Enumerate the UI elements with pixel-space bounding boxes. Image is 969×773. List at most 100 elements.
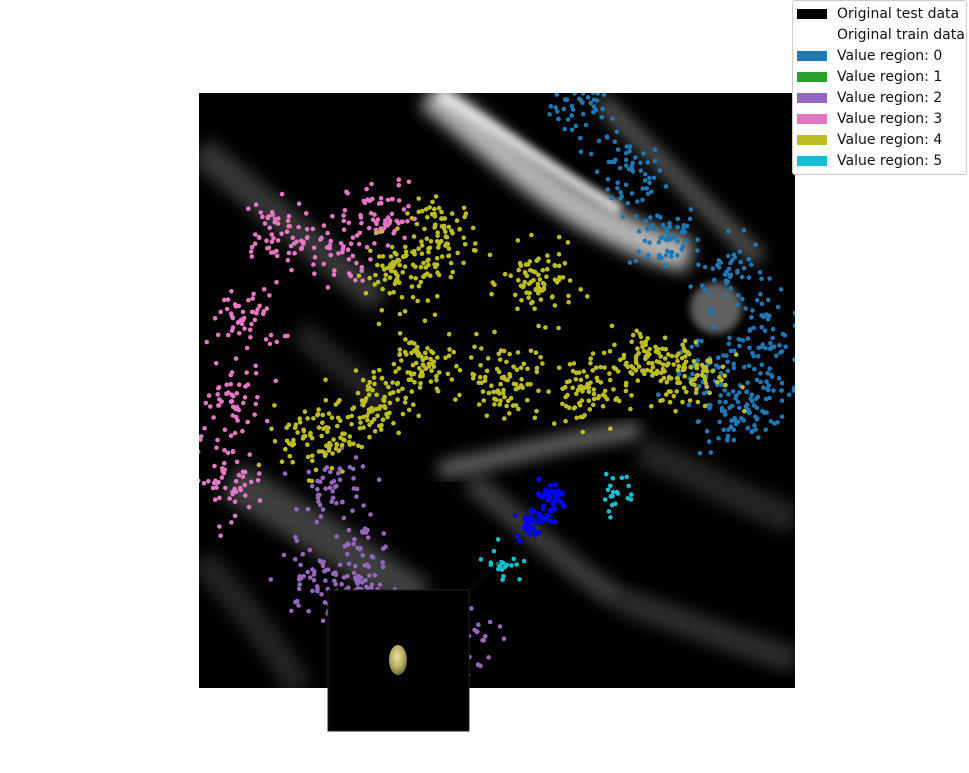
point-region-3 [216,403,221,408]
point-region-4 [607,377,613,383]
point-region-4 [325,429,330,435]
point-region-2 [326,567,331,572]
point-region-0 [696,262,701,268]
point-region-3 [199,437,203,442]
point-region-4 [705,358,710,364]
point-region-3 [257,471,262,476]
point-region-0 [580,93,586,96]
point-region-4 [316,425,322,430]
point-region-4 [446,331,452,337]
point-region-4 [446,246,452,251]
point-region-3 [385,197,391,203]
point-region-2 [322,568,327,574]
point-region-0 [751,403,757,408]
point-region-3 [292,251,297,256]
point-region-0 [737,390,742,395]
point-region-0 [749,315,754,320]
point-region-4 [560,401,565,407]
point-region-0 [733,396,738,401]
point-region-4 [403,249,409,255]
point-test-data [558,490,565,496]
point-region-4 [489,383,494,389]
point-region-4 [639,340,644,346]
legend-swatch [797,29,827,40]
point-region-3 [356,241,362,247]
point-region-0 [669,254,674,260]
point-region-3 [268,332,274,338]
point-region-0 [767,346,773,352]
point-region-4 [367,422,372,428]
point-region-4 [416,196,422,201]
point-region-4 [528,348,534,354]
point-region-0 [746,275,752,280]
point-region-2 [346,527,352,533]
point-region-4 [421,274,426,280]
point-region-0 [719,382,724,388]
point-region-0 [751,353,756,359]
point-region-4 [395,257,401,263]
point-region-0 [580,111,586,117]
point-region-4 [405,211,410,216]
legend-entry: Value region: 2 [793,87,966,108]
point-region-4 [552,303,558,308]
point-region-4 [542,282,547,287]
point-region-0 [585,95,591,100]
point-region-4 [357,425,363,431]
point-region-0 [735,270,740,275]
point-test-data [531,518,537,524]
point-region-0 [708,310,714,316]
point-region-4 [396,366,402,371]
point-region-0 [722,388,727,393]
thumbnail-object [389,645,407,675]
point-region-4 [399,358,404,363]
point-region-2 [342,543,348,549]
point-region-3 [249,244,255,250]
point-region-0 [765,317,771,322]
point-region-0 [680,243,686,249]
point-region-2 [340,499,345,505]
point-region-4 [578,414,584,420]
point-region-0 [736,337,741,342]
legend-label: Value region: 1 [837,68,943,85]
point-region-4 [594,375,600,381]
point-region-4 [427,245,433,251]
point-region-3 [265,215,271,221]
point-region-4 [533,350,539,356]
point-region-4 [424,236,430,241]
point-region-4 [507,374,513,379]
point-region-0 [731,365,737,371]
point-region-4 [688,380,694,385]
point-region-4 [256,462,262,468]
point-region-2 [354,486,360,492]
point-region-4 [511,364,516,370]
point-region-2 [354,578,359,583]
point-region-3 [219,475,225,480]
point-region-4 [279,459,285,465]
point-region-3 [257,303,262,309]
point-region-3 [344,189,349,195]
point-region-3 [232,430,238,436]
point-region-3 [341,218,347,224]
point-region-2 [322,467,328,473]
point-region-4 [449,377,455,382]
point-region-5 [626,483,631,489]
point-region-0 [554,93,560,97]
point-region-5 [499,567,505,572]
point-region-0 [792,385,795,391]
point-region-4 [391,290,396,295]
point-region-0 [565,117,571,122]
point-region-3 [359,220,364,226]
point-region-0 [732,255,738,260]
point-region-4 [504,403,509,409]
point-region-0 [583,122,589,128]
point-region-3 [218,533,223,539]
point-region-4 [677,380,683,386]
point-region-4 [628,406,633,412]
point-region-3 [321,261,327,267]
point-region-4 [556,325,561,331]
point-region-4 [674,389,679,394]
point-region-4 [707,390,712,396]
point-region-4 [588,361,593,366]
point-region-3 [236,303,242,309]
point-test-data [528,514,534,520]
